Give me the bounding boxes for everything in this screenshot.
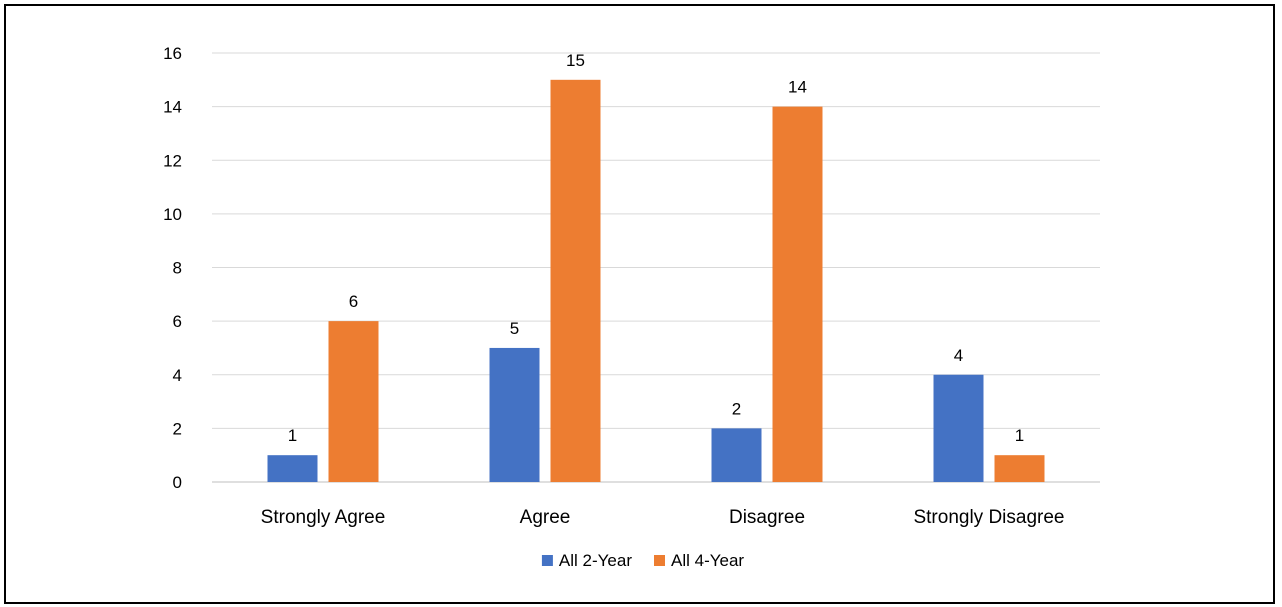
data-label: 14 xyxy=(788,78,807,97)
data-label: 1 xyxy=(288,426,297,445)
bars xyxy=(267,79,1045,482)
chart-frame: 0 2 4 6 8 10 12 14 16 1 6 5 15 2 14 4 1 Strongly Agree A… xyxy=(4,4,1275,604)
bar-series-2 xyxy=(772,106,823,482)
y-tick-label: 0 xyxy=(173,473,182,492)
legend-label: All 2-Year xyxy=(559,551,632,570)
legend: All 2-Year All 4-Year xyxy=(541,551,744,570)
bar-series-2 xyxy=(994,455,1045,482)
legend-swatch xyxy=(541,555,553,566)
data-label: 15 xyxy=(566,51,585,70)
bar-series-1 xyxy=(489,347,540,482)
x-tick-label: Agree xyxy=(520,507,571,528)
data-label: 5 xyxy=(510,319,519,338)
data-label: 1 xyxy=(1015,426,1024,445)
x-tick-label: Strongly Agree xyxy=(261,507,386,528)
y-tick-label: 12 xyxy=(163,151,182,170)
x-axis-ticks: Strongly Agree Agree Disagree Strongly Disa… xyxy=(261,507,1065,528)
y-tick-label: 2 xyxy=(173,419,182,438)
legend-item: All 4-Year xyxy=(654,551,744,570)
data-label: 4 xyxy=(954,346,963,365)
y-tick-label: 8 xyxy=(173,259,182,278)
x-tick-label: Disagree xyxy=(729,507,805,528)
bar-series-1 xyxy=(711,428,762,482)
data-label: 2 xyxy=(732,399,741,418)
data-label: 6 xyxy=(349,292,358,311)
x-tick-label: Strongly Disagree xyxy=(913,507,1064,528)
y-axis-ticks: 0 2 4 6 8 10 12 14 16 xyxy=(163,44,182,492)
legend-label: All 4-Year xyxy=(671,551,744,570)
y-tick-label: 10 xyxy=(163,205,182,224)
legend-item: All 2-Year xyxy=(541,551,632,570)
y-tick-label: 6 xyxy=(173,312,182,331)
bar-series-1 xyxy=(267,455,318,482)
data-labels: 1 6 5 15 2 14 4 1 xyxy=(288,51,1024,445)
legend-swatch xyxy=(654,555,665,566)
y-tick-label: 16 xyxy=(163,44,182,63)
bar-series-1 xyxy=(933,374,984,482)
y-tick-label: 4 xyxy=(173,366,182,385)
bar-series-2 xyxy=(328,321,379,482)
y-tick-label: 14 xyxy=(163,98,182,117)
bar-series-2 xyxy=(550,79,601,482)
